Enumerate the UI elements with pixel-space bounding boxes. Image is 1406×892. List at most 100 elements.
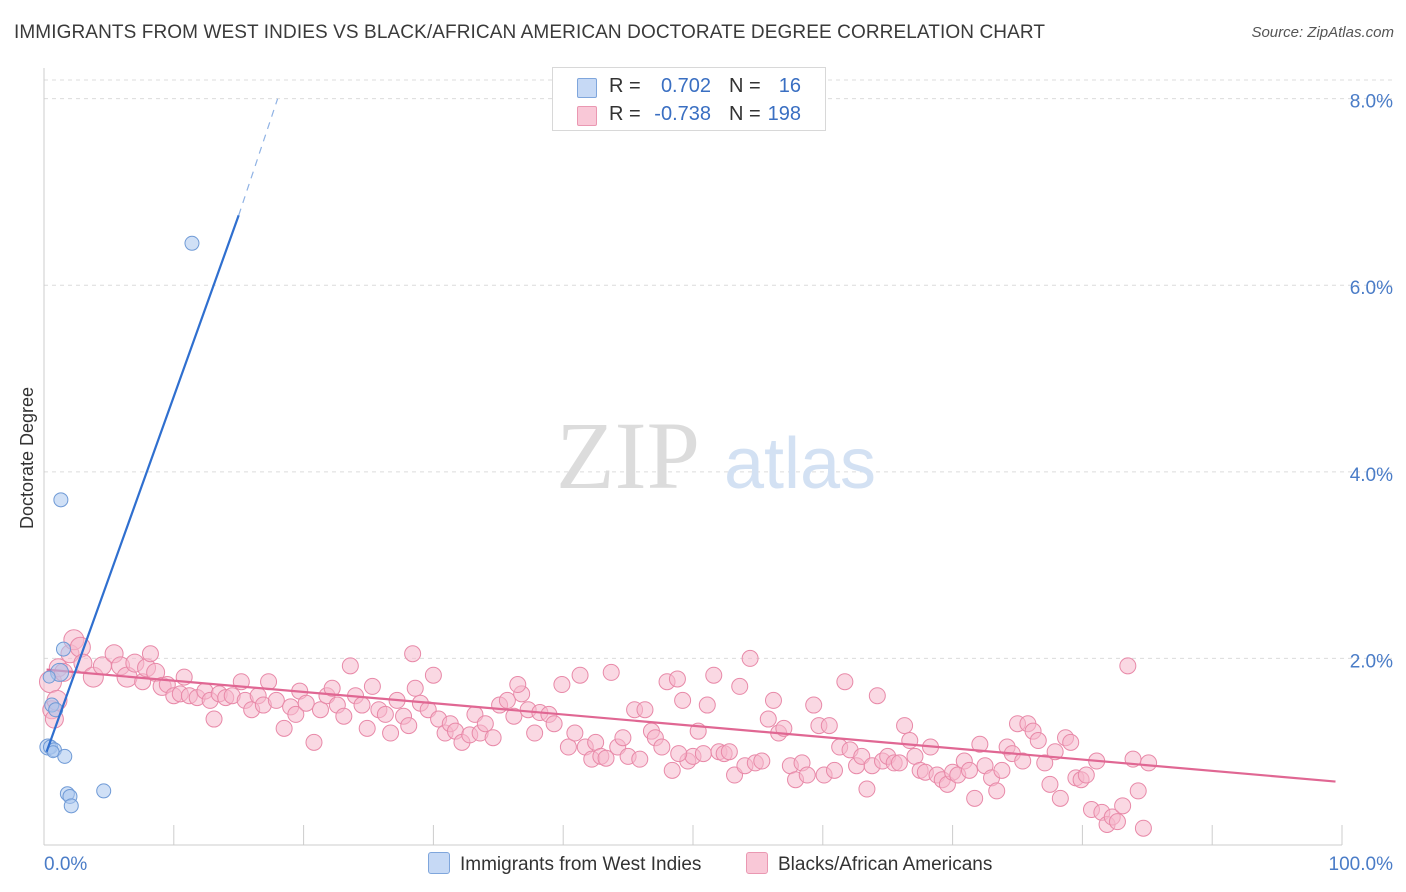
- bottom-legend-label-black-african-american: Blacks/African Americans: [778, 854, 993, 875]
- point-black-65: [424, 666, 442, 684]
- point-black-197: [404, 645, 422, 663]
- trend-line-black: [46, 668, 1336, 783]
- tick-labels: 2.0% 4.0% 6.0% 8.0% 0.0% 100.0%: [44, 92, 1393, 875]
- point-black-86: [559, 738, 577, 756]
- y-tick-label-4: 4.0%: [1350, 465, 1393, 486]
- point-black-40: [275, 719, 293, 737]
- point-black-96: [614, 729, 632, 747]
- point-black-81: [526, 724, 544, 742]
- point-black-44: [297, 694, 315, 712]
- point-west-indies-11: [63, 798, 79, 814]
- x-tick-label-min: 0.0%: [44, 854, 87, 875]
- point-black-166: [993, 761, 1011, 779]
- series-immigrants-west-indies-points: [39, 235, 200, 814]
- point-black-93: [597, 749, 615, 767]
- point-black-141: [858, 780, 876, 798]
- watermark-zip: ZIP: [556, 402, 700, 509]
- point-black-143: [868, 687, 886, 705]
- point-black-192: [1129, 782, 1147, 800]
- chart-title: IMMIGRANTS FROM WEST INDIES VS BLACK/AFR…: [14, 22, 1046, 43]
- point-west-indies-13: [184, 235, 200, 251]
- point-black-175: [1041, 775, 1059, 793]
- point-black-130: [798, 766, 816, 784]
- point-west-indies-6: [53, 492, 69, 508]
- watermark: ZIP atlas: [556, 402, 876, 509]
- legend-swatch-black-african-american: [577, 106, 597, 126]
- point-black-87: [566, 724, 584, 742]
- point-black-85: [553, 676, 571, 694]
- point-black-84: [545, 715, 563, 733]
- point-black-111: [694, 745, 712, 763]
- point-black-195: [670, 745, 688, 763]
- point-black-120: [741, 649, 759, 667]
- point-black-50: [335, 707, 353, 725]
- y-tick-label-6: 6.0%: [1350, 278, 1393, 299]
- point-black-54: [358, 719, 376, 737]
- watermark-atlas: atlas: [724, 424, 876, 504]
- point-black-29: [205, 710, 223, 728]
- point-black-122: [753, 752, 771, 770]
- point-black-147: [890, 754, 908, 772]
- series-blacks-african-americans-trend: [46, 668, 1336, 783]
- legend-n-value: 198: [767, 103, 801, 125]
- point-black-170: [1014, 752, 1032, 770]
- bottom-legend-west-indies: Immigrants from West Indies: [428, 852, 701, 876]
- point-black-48: [323, 679, 341, 697]
- point-black-18: [141, 645, 159, 663]
- point-black-113: [705, 666, 723, 684]
- point-black-100: [636, 701, 654, 719]
- legend-n-label: N =: [729, 75, 761, 97]
- point-black-134: [820, 717, 838, 735]
- legend-r-label: R =: [609, 103, 641, 125]
- legend-swatch-west-indies: [577, 78, 597, 98]
- point-black-193: [1134, 819, 1152, 837]
- point-black-61: [400, 717, 418, 735]
- point-black-88: [571, 666, 589, 684]
- bottom-legend-swatch-black-african-american: [746, 852, 768, 874]
- point-black-94: [602, 663, 620, 681]
- point-black-45: [305, 733, 323, 751]
- point-black-131: [805, 696, 823, 714]
- point-black-107: [674, 691, 692, 709]
- bottom-legend-label-west-indies: Immigrants from West Indies: [460, 854, 702, 875]
- point-black-42: [287, 705, 305, 723]
- point-black-165: [988, 782, 1006, 800]
- y-tick-label-8: 8.0%: [1350, 92, 1393, 113]
- point-black-177: [1051, 789, 1069, 807]
- legend-r-label: R =: [609, 75, 641, 97]
- bottom-legend-black-african-american: Blacks/African Americans: [746, 852, 992, 876]
- point-black-78: [505, 707, 523, 725]
- legend-n-value: 16: [778, 75, 801, 97]
- series-blacks-african-americans-points: [38, 629, 1158, 837]
- point-west-indies-14: [42, 670, 56, 684]
- point-west-indies-8: [57, 748, 73, 764]
- point-black-135: [825, 761, 843, 779]
- point-black-161: [966, 789, 984, 807]
- point-black-75: [484, 729, 502, 747]
- grid-lines: [44, 79, 1392, 659]
- point-black-112: [698, 696, 716, 714]
- trend-line-west-indies: [45, 214, 240, 753]
- point-west-indies-7: [55, 641, 71, 657]
- point-black-55: [363, 677, 381, 695]
- y-axis-label: Doctorate Degree: [17, 387, 37, 529]
- correlation-legend: R = 0.702 N = 16 R = -0.738 N = 198: [552, 67, 826, 131]
- series-immigrants-west-indies-trend: [45, 98, 279, 753]
- chart-source: Source: ZipAtlas.com: [1251, 24, 1394, 41]
- point-black-103: [653, 738, 671, 756]
- point-black-124: [764, 691, 782, 709]
- point-black-188: [1108, 813, 1126, 831]
- point-black-46: [311, 701, 329, 719]
- point-black-57: [376, 705, 394, 723]
- point-black-123: [759, 710, 777, 728]
- point-black-74: [476, 715, 494, 733]
- point-black-190: [1119, 657, 1137, 675]
- legend-r-value: 0.702: [660, 75, 711, 97]
- point-black-105: [663, 761, 681, 779]
- point-black-106: [668, 670, 686, 688]
- point-black-39: [267, 691, 285, 709]
- point-black-99: [631, 750, 649, 768]
- point-black-194: [1140, 754, 1158, 772]
- point-black-189: [1114, 797, 1132, 815]
